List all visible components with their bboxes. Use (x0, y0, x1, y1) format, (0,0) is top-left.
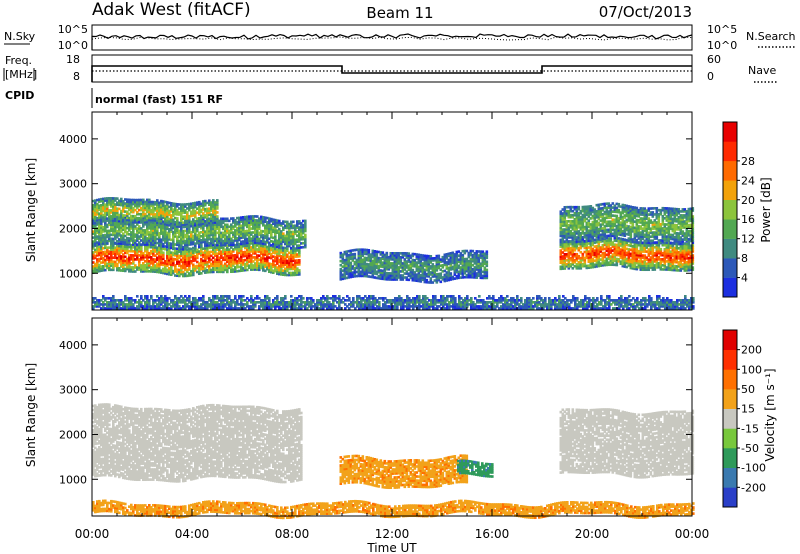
colorbar-swatch (723, 448, 737, 468)
range-tick-label: 4000 (59, 339, 87, 352)
station-title: Adak West (fitACF) (92, 0, 251, 20)
cpid-value: normal (fast) 151 RF (95, 93, 223, 106)
nsearch-tick-bottom: 10^0 (707, 39, 737, 52)
power-colorbar-label: Power [dB] (759, 177, 773, 242)
colorbar-swatch (723, 200, 737, 220)
colorbar-swatch (723, 350, 737, 370)
time-tick-label: 20:00 (575, 527, 610, 541)
colorbar-swatch (723, 278, 737, 298)
freq-tick-top: 18 (66, 53, 80, 66)
power-colorbar-tick: 8 (741, 252, 748, 265)
velocity-colorbar-tick: 15 (741, 403, 755, 416)
time-tick-label: 04:00 (175, 527, 210, 541)
colorbar-swatch (723, 122, 737, 142)
colorbar-swatch (723, 161, 737, 181)
colorbar-swatch (723, 409, 737, 429)
date-title: 07/Oct/2013 (599, 3, 692, 21)
freq-trace (92, 66, 692, 82)
power-colorbar-tick: 4 (741, 272, 748, 285)
velocity-colorbar-tick: -100 (741, 462, 766, 475)
velocity-colorbar: 200 100 50 15 -15 -50 -100 -200 (723, 330, 766, 507)
power-colorbar-tick: 16 (741, 213, 755, 226)
nsky-tick-top: 10^5 (58, 23, 88, 36)
nsky-trace (92, 34, 692, 50)
power-ylabel: Slant Range [km] (24, 158, 38, 262)
range-tick-label: 1000 (59, 473, 87, 486)
nsearch-tick-top: 10^5 (707, 23, 737, 36)
colorbar-swatch (723, 180, 737, 200)
colorbar-swatch (723, 468, 737, 488)
range-tick-label: 3000 (59, 384, 87, 397)
nsky-label: N.Sky (4, 30, 36, 43)
velocity-colorbar-tick: -15 (741, 422, 759, 435)
cpid-label: CPID (5, 89, 34, 102)
nave-label: Nave (748, 64, 776, 77)
time-tick-label: 16:00 (475, 527, 510, 541)
velocity-colorbar-label: Velocity [m s⁻¹] (763, 368, 777, 461)
range-tick-label: 4000 (59, 133, 87, 146)
colorbar-swatch (723, 389, 737, 409)
region-evening-ground-scatter (560, 408, 695, 478)
colorbar-swatch (723, 487, 737, 507)
colorbar-swatch (723, 369, 737, 389)
colorbar-swatch (723, 239, 737, 259)
power-colorbar-tick: 12 (741, 233, 755, 246)
beam-title: Beam 11 (366, 4, 433, 22)
time-axis-label: Time UT (366, 541, 417, 554)
velocity-colorbar-tick: 50 (741, 383, 755, 396)
power-colorbar-tick: 24 (741, 174, 755, 187)
velocity-colorbar-tick: 100 (741, 363, 762, 376)
colorbar-swatch (723, 141, 737, 161)
colorbar-swatch (723, 330, 737, 350)
velocity-colorbar-tick: -200 (741, 481, 766, 494)
power-panel: 1000 2000 3000 4000 (59, 112, 695, 310)
nave-tick-bottom: 0 (707, 70, 714, 83)
freq-label: Freq. (5, 54, 32, 67)
velocity-panel: 1000 2000 3000 4000 (59, 318, 695, 519)
velocity-ylabel: Slant Range [km] (24, 363, 38, 467)
range-tick-label: 2000 (59, 222, 87, 235)
velocity-colorbar-tick: -50 (741, 442, 759, 455)
freq-panel: Freq. [MHz] 18 8 60 0 Nave (4, 53, 778, 83)
nsearch-label: N.Search (746, 30, 796, 43)
freq-unit: [MHz] (5, 68, 37, 81)
colorbar-swatch (723, 428, 737, 448)
power-colorbar-tick: 20 (741, 194, 755, 207)
time-tick-label: 08:00 (275, 527, 310, 541)
freq-tick-bottom: 8 (73, 70, 80, 83)
time-tick-label: 00:00 (675, 527, 710, 541)
time-tick-label: 00:00 (75, 527, 110, 541)
nave-tick-top: 60 (707, 53, 721, 66)
nsky-tick-bottom: 10^0 (58, 39, 88, 52)
time-tick-label: 12:00 (375, 527, 410, 541)
power-colorbar-tick: 28 (741, 155, 755, 168)
range-tick-label: 1000 (59, 267, 87, 280)
velocity-colorbar-tick: 200 (741, 344, 762, 357)
range-tick-label: 3000 (59, 178, 87, 191)
colorbar-swatch (723, 258, 737, 278)
power-colorbar: 4 8 12 16 20 24 28 (723, 122, 755, 297)
range-tick-label: 2000 (59, 428, 87, 441)
time-tick-labels: 00:00 04:00 08:00 12:00 16:00 20:00 00:00 (75, 527, 710, 541)
nsky-panel: N.Sky 10^5 10^0 10^5 10^0 N.Search (4, 23, 796, 52)
radar-summary-plot: Adak West (fitACF) Beam 11 07/Oct/2013 N… (0, 0, 800, 554)
colorbar-swatch (723, 219, 737, 239)
